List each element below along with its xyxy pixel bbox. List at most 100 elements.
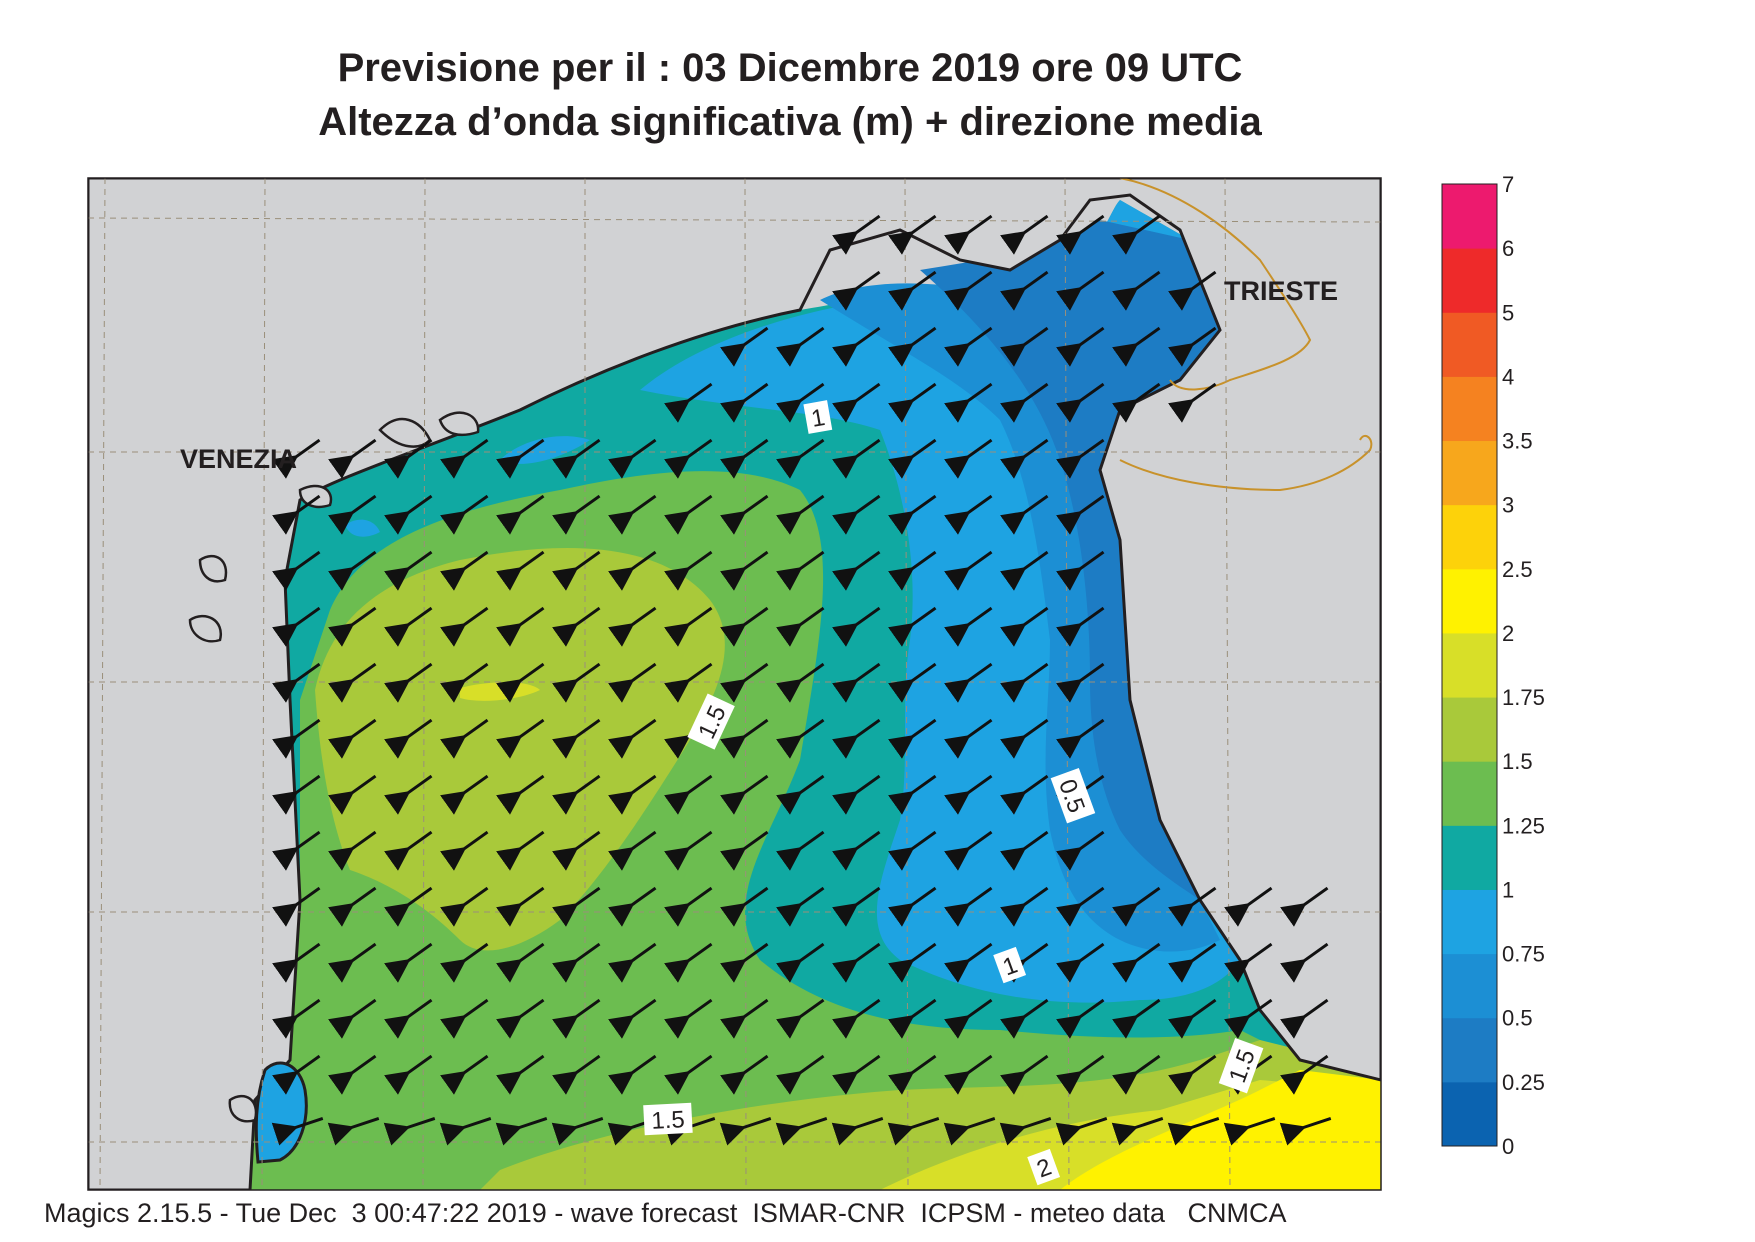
direction-arrow xyxy=(944,270,993,311)
label-trieste: TRIESTE xyxy=(1224,276,1338,306)
direction-arrow xyxy=(888,942,937,983)
direction-arrow xyxy=(664,774,713,815)
direction-arrow xyxy=(720,550,769,591)
direction-arrow xyxy=(384,662,433,703)
direction-arrow xyxy=(720,494,769,535)
legend-swatch xyxy=(1442,184,1497,249)
direction-arrow xyxy=(944,718,993,759)
direction-arrow xyxy=(776,438,825,479)
direction-arrow xyxy=(440,1054,489,1095)
direction-arrow xyxy=(328,942,377,983)
direction-arrow xyxy=(608,998,657,1039)
direction-arrow xyxy=(496,886,545,927)
sea-band-0-25 xyxy=(920,220,1220,900)
direction-arrow xyxy=(832,494,881,535)
direction-arrow xyxy=(272,494,321,535)
direction-arrow xyxy=(272,606,321,647)
direction-arrow xyxy=(328,606,377,647)
direction-arrow xyxy=(888,550,937,591)
direction-arrow xyxy=(1000,214,1049,255)
direction-arrow xyxy=(608,550,657,591)
direction-arrow xyxy=(1056,1054,1105,1095)
direction-arrow xyxy=(608,438,657,479)
map-area: VENEZIA TRIESTE xyxy=(88,178,1381,1190)
direction-arrow xyxy=(664,830,713,871)
direction-arrow xyxy=(496,662,545,703)
direction-arrow xyxy=(1168,326,1217,367)
direction-arrow xyxy=(776,830,825,871)
direction-arrow xyxy=(608,1054,657,1095)
direction-arrow xyxy=(1056,326,1105,367)
direction-arrow xyxy=(944,550,993,591)
direction-arrow xyxy=(1056,494,1105,535)
footer-credits: Magics 2.15.5 - Tue Dec 3 00:47:22 2019 … xyxy=(44,1198,1287,1228)
direction-arrow xyxy=(664,382,713,423)
map-subtitle: Altezza d’onda significativa (m) + direz… xyxy=(318,100,1262,144)
direction-arrow xyxy=(664,494,713,535)
direction-arrow xyxy=(1112,998,1161,1039)
direction-arrow xyxy=(720,942,769,983)
direction-arrow xyxy=(552,438,601,479)
direction-arrow xyxy=(888,662,937,703)
direction-arrow xyxy=(608,774,657,815)
direction-arrow xyxy=(888,718,937,759)
direction-arrow xyxy=(1000,830,1049,871)
direction-arrow xyxy=(832,662,881,703)
direction-arrow xyxy=(328,550,377,591)
direction-arrow xyxy=(440,438,489,479)
direction-arrow xyxy=(664,886,713,927)
direction-arrow xyxy=(272,550,321,591)
direction-arrow xyxy=(384,1054,433,1095)
direction-arrow xyxy=(944,606,993,647)
legend-tick-label: 1.25 xyxy=(1502,813,1545,838)
direction-arrow xyxy=(1168,270,1217,311)
legend-tick-label: 1.75 xyxy=(1502,685,1545,710)
direction-arrow xyxy=(832,214,881,255)
direction-arrow xyxy=(832,270,881,311)
direction-arrow xyxy=(720,382,769,423)
map-title: Previsione per il : 03 Dicembre 2019 ore… xyxy=(337,46,1243,90)
direction-arrow xyxy=(1000,550,1049,591)
legend-tick-label: 3.5 xyxy=(1502,429,1533,454)
direction-arrow xyxy=(664,998,713,1039)
direction-arrow xyxy=(440,662,489,703)
legend-tick-label: 1 xyxy=(1502,877,1514,902)
direction-arrow xyxy=(1223,1117,1276,1146)
direction-arrow xyxy=(888,270,937,311)
legend-swatch xyxy=(1442,568,1497,634)
direction-arrow xyxy=(888,606,937,647)
map-frame xyxy=(87,177,1382,1191)
direction-arrow xyxy=(1112,886,1161,927)
direction-arrow xyxy=(888,494,937,535)
direction-arrow xyxy=(1056,606,1105,647)
direction-arrow xyxy=(440,606,489,647)
direction-arrow xyxy=(776,718,825,759)
direction-arrow xyxy=(552,998,601,1039)
direction-arrow xyxy=(328,830,377,871)
direction-arrow xyxy=(552,662,601,703)
direction-arrow xyxy=(776,382,825,423)
direction-arrow xyxy=(832,718,881,759)
direction-arrow xyxy=(1280,886,1329,927)
direction-arrow xyxy=(776,1054,825,1095)
direction-arrow xyxy=(720,326,769,367)
direction-arrow xyxy=(328,998,377,1039)
direction-arrow xyxy=(775,1117,828,1146)
direction-arrow xyxy=(552,942,601,983)
direction-arrow xyxy=(944,1054,993,1095)
direction-arrow xyxy=(440,942,489,983)
legend-swatch xyxy=(1442,1017,1497,1083)
direction-arrow xyxy=(272,438,321,479)
direction-arrow xyxy=(384,774,433,815)
direction-arrow xyxy=(776,662,825,703)
direction-arrow xyxy=(384,718,433,759)
direction-arrow xyxy=(888,214,937,255)
legend-swatch xyxy=(1442,697,1497,762)
direction-arrow xyxy=(496,942,545,983)
direction-arrow xyxy=(328,718,377,759)
direction-arrow xyxy=(384,886,433,927)
direction-arrow xyxy=(1224,886,1273,927)
sea-band-1-5 xyxy=(315,548,1381,1190)
direction-arrow xyxy=(272,830,321,871)
direction-arrow xyxy=(776,998,825,1039)
